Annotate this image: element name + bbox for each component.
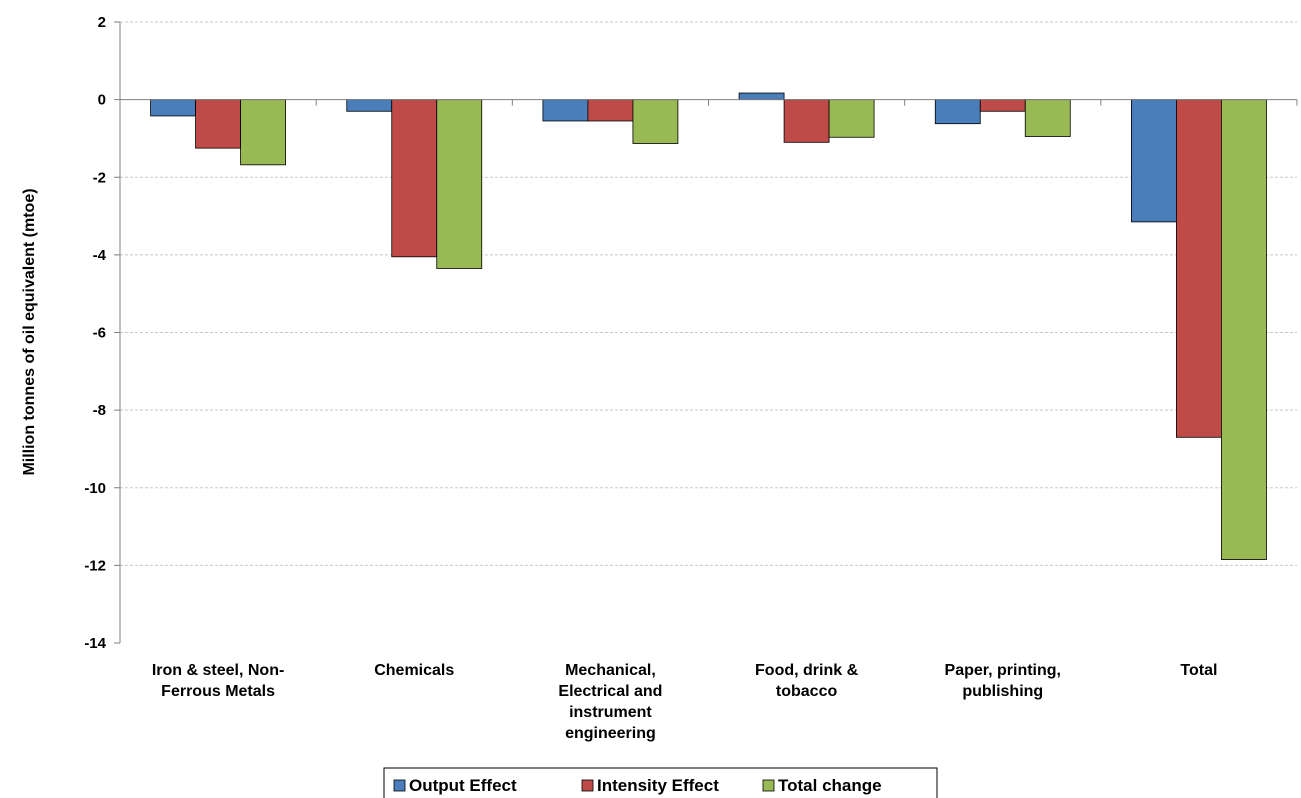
y-tick-labels: 2 0 -2 -4 -6 -8 -10 -12 -14 [84, 14, 106, 652]
legend-label: Intensity Effect [597, 776, 719, 795]
bar-intensity-effect [783, 99, 830, 143]
y-tick-label: -10 [84, 480, 106, 497]
legend-swatch [393, 779, 406, 792]
category-label-line: Total [1180, 662, 1217, 679]
category-label: Mechanical, Electrical and instrument engin… [558, 662, 662, 742]
bar-total-change [632, 99, 679, 144]
category-label: Iron & steel, Non- Ferrous Metals [152, 662, 284, 700]
y-tick-label: -6 [93, 325, 106, 342]
axes [114, 21, 1298, 644]
legend-label: Output Effect [409, 776, 517, 795]
bars [150, 92, 1267, 560]
category-label-line: Iron & steel, Non- [152, 662, 284, 679]
category-label: Food, drink & tobacco [755, 662, 859, 700]
category-labels: Iron & steel, Non- Ferrous Metals Chemical… [152, 662, 1218, 742]
bar-output-effect [150, 99, 196, 117]
bar-intensity-effect [1176, 99, 1222, 438]
legend: Output Effect Intensity Effect Total chang… [383, 767, 938, 798]
bar-intensity-effect [195, 99, 241, 149]
bar-output-effect [1131, 99, 1177, 223]
bar-total-change [1024, 99, 1071, 137]
legend-label: Total change [778, 776, 882, 795]
y-tick-label: -4 [93, 247, 107, 264]
category-label-line: Ferrous Metals [161, 683, 275, 700]
y-axis-title: Million tonnes of oil equivalent (mtoe) [21, 188, 38, 475]
legend-swatch [581, 779, 594, 792]
legend-swatch [762, 779, 775, 792]
bar-total-change [1221, 99, 1267, 560]
bar-intensity-effect [391, 99, 438, 258]
y-tick-label: 2 [98, 14, 106, 31]
bar-total-change [436, 99, 483, 269]
bar-output-effect [738, 92, 785, 101]
bar-total-change [828, 99, 875, 138]
bar-intensity-effect [587, 99, 634, 122]
category-label: Total [1180, 662, 1217, 679]
y-tick-label: -14 [84, 635, 106, 652]
bar-intensity-effect [979, 99, 1026, 112]
legend-box [383, 767, 938, 798]
category-label: Chemicals [374, 662, 454, 679]
bar-output-effect [934, 99, 981, 125]
category-label-line: publishing [962, 683, 1043, 700]
category-label-line: instrument [569, 704, 652, 721]
category-label-line: engineering [565, 725, 656, 742]
y-tick-label: -12 [84, 557, 106, 574]
y-tick-label: -8 [93, 402, 106, 419]
gridlines [120, 21, 1297, 566]
bar-output-effect [542, 99, 589, 122]
category-label-line: Chemicals [374, 662, 454, 679]
category-label-line: Electrical and [558, 683, 662, 700]
y-tick-label: 0 [98, 92, 106, 109]
category-label: Paper, printing, publishing [945, 662, 1061, 700]
category-label-line: Paper, printing, [945, 662, 1061, 679]
y-tick-label: -2 [93, 169, 106, 186]
category-label-line: Food, drink & [755, 662, 859, 679]
category-label-line: Mechanical, [565, 662, 656, 679]
bar-total-change [240, 99, 286, 166]
bar-output-effect [346, 99, 393, 112]
category-label-line: tobacco [776, 683, 838, 700]
